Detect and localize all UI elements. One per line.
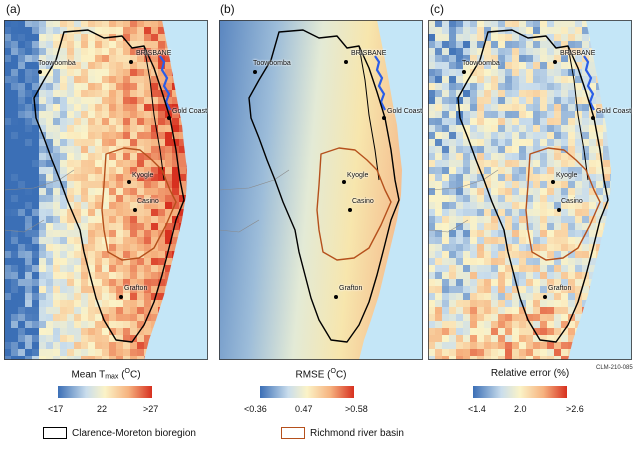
city-dot-grafton: [543, 295, 547, 299]
city-dot-grafton: [334, 295, 338, 299]
panel-frame: [4, 20, 208, 360]
colorbar-c-tick-mid: 2.0: [514, 404, 527, 414]
city-label-toowoomba: Toowoomba: [462, 60, 500, 67]
panel-relative-error: [428, 20, 632, 360]
city-label-brisbane: BRISBANE: [351, 50, 387, 57]
colorbar-title-a-end: C): [129, 369, 141, 381]
figure-code: CLM-210-085: [596, 365, 633, 371]
colorbar-b-fill: [260, 386, 354, 398]
city-dot-gold-coast: [382, 116, 386, 120]
colorbar-a-tick-max: >27: [143, 404, 159, 414]
city-dot-kyogle: [342, 180, 346, 184]
panel-frame: [219, 20, 423, 360]
basin-outline: [101, 147, 177, 261]
panel-label-a: (a): [6, 2, 21, 16]
bioregion-outline: [33, 29, 185, 343]
bioregion-outline: [248, 29, 400, 343]
moreton-bay: [159, 55, 171, 111]
colorbar-a-tick-mid: 22: [97, 404, 108, 414]
map-rmse: [219, 20, 423, 360]
colorbar-title-a-tail: (: [118, 369, 125, 381]
colorbar-a-fill: [58, 386, 152, 398]
basin-outline: [316, 147, 392, 261]
city-label-gold-coast: Gold Coast: [596, 108, 632, 115]
city-label-casino: Casino: [352, 198, 374, 205]
city-label-grafton: Grafton: [124, 285, 148, 292]
panel-mean-tmax: [4, 20, 208, 360]
legend-bioregion-swatch: [43, 427, 67, 439]
city-dot-casino: [557, 208, 561, 212]
colorbar-title-b-main: RMSE (: [295, 369, 331, 381]
basin-outline: [525, 147, 601, 261]
state-border: [428, 169, 499, 233]
city-label-casino: Casino: [561, 198, 583, 205]
map-mean-tmax: [4, 20, 208, 360]
city-label-toowoomba: Toowoomba: [38, 60, 76, 67]
colorbar-c-tick-min: <1.4: [468, 404, 486, 414]
colorbar-c-tick-max: >2.6: [566, 404, 584, 414]
city-label-kyogle: Kyogle: [347, 172, 369, 179]
colorbar-title-a: Mean Tmax (OC): [4, 368, 208, 380]
city-label-gold-coast: Gold Coast: [172, 108, 208, 115]
city-label-grafton: Grafton: [339, 285, 363, 292]
panel-rmse: [219, 20, 423, 360]
city-dot-kyogle: [551, 180, 555, 184]
city-dot-brisbane: [344, 60, 348, 64]
colorbar-a-tick-min: <17: [48, 404, 64, 414]
panel-label-c: (c): [430, 2, 444, 16]
city-label-casino: Casino: [137, 198, 159, 205]
bioregion-inner-boundary: [567, 45, 589, 181]
city-label-brisbane: BRISBANE: [560, 50, 596, 57]
city-label-kyogle: Kyogle: [556, 172, 578, 179]
city-dot-toowoomba: [38, 70, 42, 74]
colorbar-title-a-main: Mean T: [71, 369, 106, 381]
city-label-brisbane: BRISBANE: [136, 50, 172, 57]
colorbar-title-b-end: C): [335, 369, 347, 381]
panel-frame: [428, 20, 632, 360]
city-dot-grafton: [119, 295, 123, 299]
colorbar-b-tick-max: >0.58: [345, 404, 368, 414]
bioregion-inner-boundary: [358, 45, 380, 181]
colorbar-title-b-sup: O: [330, 368, 336, 375]
colorbar-a: [58, 385, 152, 398]
legend-basin-label: Richmond river basin: [310, 428, 404, 439]
state-border: [4, 169, 75, 233]
city-dot-toowoomba: [462, 70, 466, 74]
colorbar-title-b: RMSE (OC): [219, 368, 423, 380]
city-dot-casino: [348, 208, 352, 212]
colorbar-c-fill: [473, 386, 567, 398]
moreton-bay: [583, 55, 595, 111]
city-dot-casino: [133, 208, 137, 212]
city-dot-gold-coast: [591, 116, 595, 120]
colorbar-b: [260, 385, 354, 398]
state-border: [219, 169, 290, 233]
city-label-kyogle: Kyogle: [132, 172, 154, 179]
map-relative-error: [428, 20, 632, 360]
moreton-bay: [374, 55, 386, 111]
colorbar-title-a-sup: O: [124, 368, 130, 375]
colorbar-b-tick-mid: 0.47: [295, 404, 313, 414]
colorbar-c: [473, 385, 567, 398]
panel-label-b: (b): [220, 2, 235, 16]
colorbar-b-tick-min: <0.36: [244, 404, 267, 414]
city-dot-brisbane: [553, 60, 557, 64]
city-label-grafton: Grafton: [548, 285, 572, 292]
city-dot-brisbane: [129, 60, 133, 64]
bioregion-inner-boundary: [143, 45, 165, 181]
legend-bioregion-label: Clarence-Moreton bioregion: [72, 428, 196, 439]
colorbar-title-c: Relative error (%): [490, 368, 570, 379]
city-label-gold-coast: Gold Coast: [387, 108, 423, 115]
bioregion-outline: [457, 29, 609, 343]
legend-basin-swatch: [281, 427, 305, 439]
city-label-toowoomba: Toowoomba: [253, 60, 291, 67]
city-dot-kyogle: [127, 180, 131, 184]
city-dot-toowoomba: [253, 70, 257, 74]
colorbar-title-a-sub: max: [105, 373, 119, 381]
city-dot-gold-coast: [167, 116, 171, 120]
